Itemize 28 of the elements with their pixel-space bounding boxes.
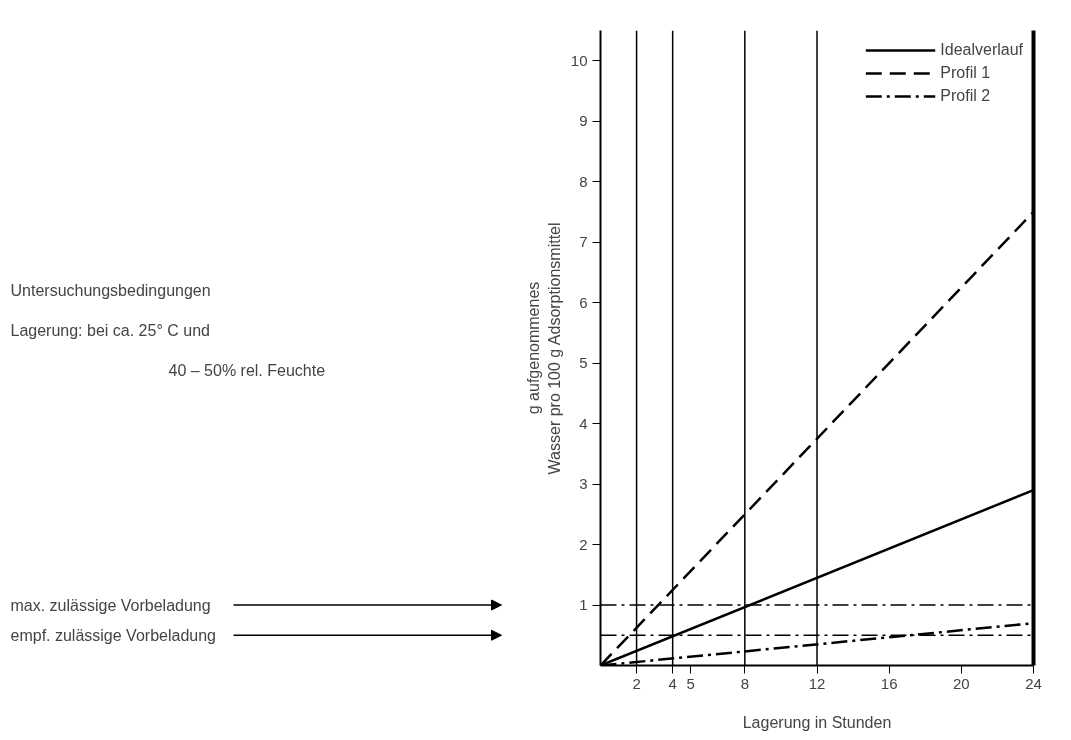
y-tick-label: 9 [579, 112, 588, 130]
y-tick-label: 8 [579, 172, 588, 190]
x-tick-label: 24 [1025, 674, 1042, 692]
x-axis-title: Lagerung in Stunden [742, 713, 892, 731]
x-tick-label: 20 [952, 674, 970, 692]
y-tick-label: 10 [570, 51, 588, 69]
y-tick-label: 2 [579, 535, 588, 553]
y-tick-label: 7 [579, 233, 588, 251]
legend-label: Idealverlauf [940, 41, 1023, 59]
x-tick-label: 5 [686, 674, 695, 692]
x-tick-label: 2 [632, 674, 641, 692]
text: max. zulässige Vorbeladung [10, 596, 211, 614]
x-tick-label: 12 [808, 674, 826, 692]
y-tick-label: 3 [579, 475, 588, 493]
text: Untersuchungsbedingungen [10, 282, 211, 299]
x-tick-label: 8 [740, 674, 750, 692]
text: 40 – 50% rel. Feuchte [168, 362, 326, 379]
x-tick-label: 4 [668, 674, 677, 692]
text: Lagerung: bei ca. 25° C und [10, 322, 210, 339]
legend-label: Profil 2 [940, 87, 991, 105]
legend-label: Profil 1 [940, 64, 991, 82]
y-tick-label: 6 [579, 293, 588, 311]
y-tick-label: 1 [579, 596, 588, 614]
y-tick-label: 4 [579, 414, 588, 432]
x-tick-label: 16 [880, 674, 898, 692]
y-axis-title: g aufgenommenes Wasser pro 100 g Adsorptionsmittel [525, 222, 563, 475]
y-tick-label: 5 [579, 354, 588, 372]
text: empf. zulässige Vorbeladung [10, 626, 216, 644]
